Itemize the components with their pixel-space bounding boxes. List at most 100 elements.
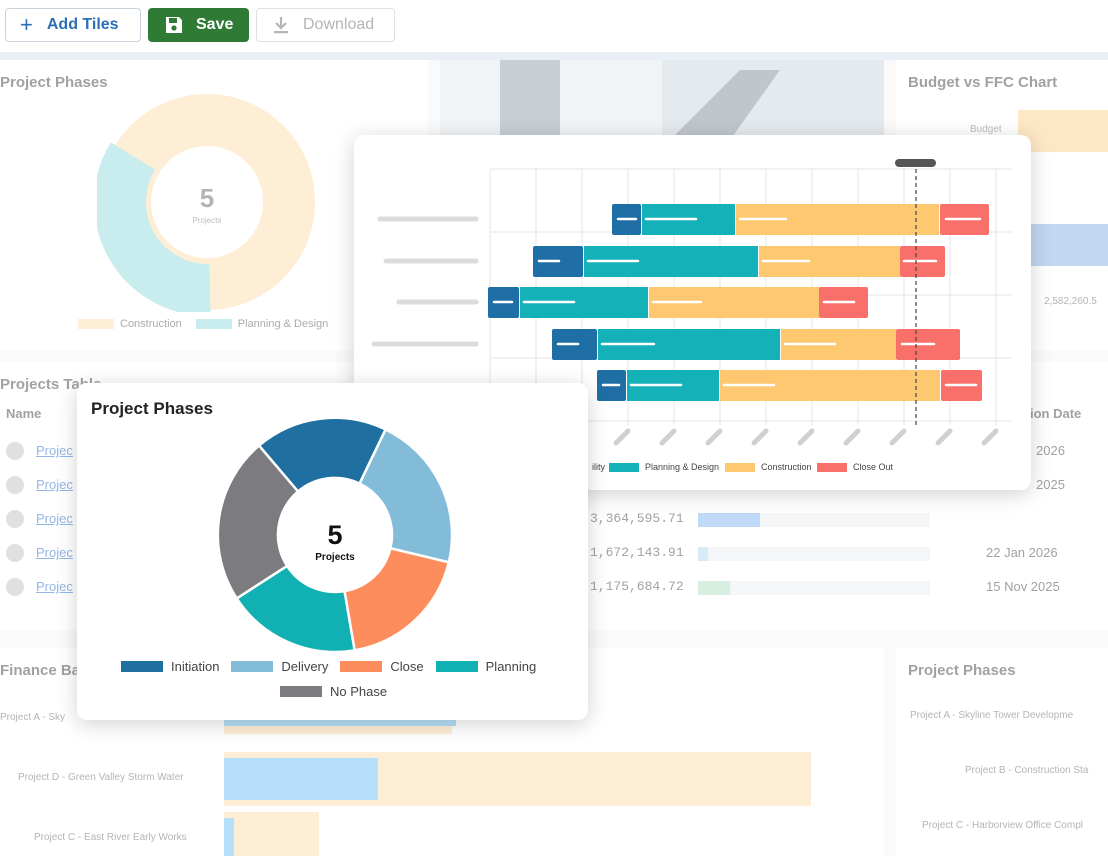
download-label: Download [303,16,375,33]
bg-donut-slice-planning [97,142,211,312]
gantt-legend-item: Construction [725,462,812,472]
bg-donut-center-label: Projects [193,216,222,225]
table-row[interactable]: Projec 2026 [6,440,1106,466]
finance-row-label: Project A - Sky [0,712,66,723]
project-link[interactable]: Projec [36,511,73,526]
legend-label: Close [390,659,424,674]
project-phases-card: Project Phases 5 Projects Initiation Del… [77,383,588,720]
project-avatar [6,578,24,596]
legend-label: Planning & Design [237,318,329,330]
tile-title: Projects Table [0,376,102,393]
legend-swatch [725,462,755,472]
finance-row-label: Project D - Green Valley Storm Water [18,772,184,783]
gantt-row-1 [612,204,989,235]
legend-label: Construction [761,462,812,472]
donut-slice-planning[interactable] [234,564,357,652]
completion-date: 15 Nov 2025 [986,579,1060,594]
save-button[interactable]: Save [148,8,249,42]
download-button[interactable]: Download [256,8,395,42]
table-row[interactable]: Projec 3,364,595.71 [6,508,1106,534]
project-avatar [6,476,24,494]
add-tiles-label: Add Tiles [46,16,119,33]
budget-value-label: 2,582,260.5 [1044,296,1097,307]
phase-row-label: Project B - Construction Sta [965,765,1089,776]
today-marker-handle[interactable] [895,159,936,167]
col-header-date: ion Date [1030,406,1082,421]
project-amount: 1,175,684.72 [590,579,684,594]
legend-swatch [340,661,383,672]
toolbar: + Add Tiles Save Download [0,0,1108,52]
progress-fill [698,547,708,561]
legend-label: Close Out [853,462,894,472]
donut-slice-no-phase[interactable] [218,443,300,601]
bg-donut-chart: 5 Projects [97,94,315,312]
phase-row-label: Project A - Skyline Tower Developme [910,710,1074,721]
project-link[interactable]: Projec [36,443,73,458]
finance-row-label: Project C - East River Early Works [34,832,187,843]
project-link[interactable]: Projec [36,579,73,594]
toolbar-divider [0,52,1108,60]
progress-track [698,581,930,595]
legend-label: Planning [485,659,537,674]
completion-date: 2025 [1036,477,1065,492]
finance-actual-bar [224,818,234,856]
ffc-bar [1018,224,1108,266]
project-avatar [6,510,24,528]
donut-slice-delivery[interactable] [357,427,452,564]
gantt-bar-labels [492,217,982,387]
finance-actual-bar [224,758,378,800]
save-label: Save [196,16,234,33]
completion-date: 2026 [1036,443,1065,458]
donut-center-label: Projects [315,552,355,563]
legend-swatch [280,686,322,697]
gantt-legend-item: Close Out [817,462,893,472]
legend-swatch [78,319,114,329]
legend-item-initiation[interactable]: Initiation [121,659,219,674]
legend-label: Delivery [281,659,329,674]
project-link[interactable]: Projec [36,545,73,560]
table-row[interactable]: Projec 1,175,684.72 15 Nov 2025 [6,576,1106,602]
project-photos-image [440,60,884,140]
project-link[interactable]: Projec [36,477,73,492]
gantt-x-ticks [613,428,999,446]
legend-swatch [231,661,274,672]
legend-label: ility [592,462,605,472]
donut-legend-row-2: No Phase [280,684,387,699]
legend-label: Construction [120,318,182,330]
project-avatar [6,544,24,562]
progress-track [698,547,930,561]
legend-swatch [435,661,478,672]
legend-label: Initiation [171,659,220,674]
legend-swatch [817,462,847,472]
budget-bar [1018,110,1108,152]
bg-donut-center-value: 5 [200,183,214,213]
phases-donut-chart: 5 Projects [218,418,452,652]
donut-center-value: 5 [327,520,342,550]
legend-swatch [195,319,232,329]
card-title: Project Phases [91,399,213,418]
gantt-chart [371,159,1012,446]
project-avatar [6,442,24,460]
legend-item-planning[interactable]: Planning [435,659,537,674]
bg-donut-legend: Construction Planning & Design [78,318,328,330]
add-tiles-button[interactable]: + Add Tiles [5,8,141,42]
legend-label: Planning & Design [645,462,720,472]
donut-slice-close[interactable] [343,546,451,652]
progress-fill [698,513,760,527]
phase-row-label: Project C - Harborview Office Compl [922,820,1083,831]
project-amount: 1,672,143.91 [590,545,684,560]
gantt-legend-item: ility [592,462,605,472]
table-row[interactable]: Projec 2025 [6,474,1106,500]
legend-item-no-phase[interactable]: No Phase [280,684,387,699]
legend-swatch [121,661,163,672]
legend-item-close[interactable]: Close [340,659,424,674]
tile-title: Finance Ba [0,662,81,679]
completion-date: 22 Jan 2026 [986,545,1058,560]
tile-title: Project Phases [908,662,1016,679]
project-amount: 3,364,595.71 [590,511,684,526]
donut-legend: Initiation Delivery Close Planning [121,659,561,674]
table-row[interactable]: Projec 1,672,143.91 22 Jan 2026 [6,542,1106,568]
col-header-name: Name [6,406,42,421]
legend-item-delivery[interactable]: Delivery [231,659,328,674]
gantt-legend-item: Planning & Design [609,462,719,472]
